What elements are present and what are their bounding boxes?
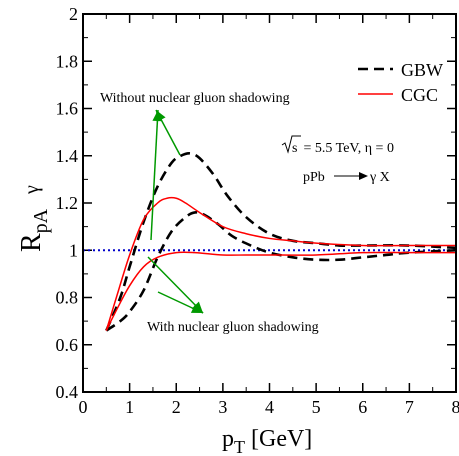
series-gbw-without-shadowing <box>105 152 457 332</box>
x-tick-label: 2 <box>172 397 181 417</box>
x-tick-label: 6 <box>358 397 367 417</box>
y-axis-label-main: R <box>16 233 47 252</box>
plot-frame <box>82 13 457 393</box>
y-tick-label: 0.6 <box>56 335 79 355</box>
arrow-without-to-gbw-head <box>156 110 166 123</box>
y-axis-label-sup: γ <box>21 185 43 195</box>
y-tick-label: 1.6 <box>56 99 79 119</box>
x-tick-label: 7 <box>405 397 414 417</box>
sqrt-s-label: s <box>292 141 297 156</box>
series-cgc-without-shadowing <box>105 196 456 331</box>
y-tick-label: 0.4 <box>56 382 79 402</box>
x-axis-label: pT [GeV] <box>222 426 312 456</box>
legend-label-cgc: CGC <box>401 85 438 105</box>
x-tick-label: 1 <box>125 397 134 417</box>
axis-ticks: 0 1 2 3 4 5 6 7 8 0.4 0.6 0.8 1 1.2 1.4 1.6 1.8 2 <box>56 4 459 417</box>
energy-annotation: s = 5.5 TeV, η = 0 <box>281 135 394 156</box>
x-tick-label: 5 <box>312 397 321 417</box>
series-cgc-with-shadowing <box>105 251 456 331</box>
sqrt-symbol <box>281 135 301 154</box>
arrow-without-to-cgc-shaft <box>150 109 159 241</box>
y-axis-label-sub: pA <box>30 208 52 233</box>
arrow-with-to-cgc-shaft <box>147 256 204 314</box>
series-gbw-with-shadowing <box>105 211 457 332</box>
annotation-with-shadowing: With nuclear gluon shadowing <box>147 320 319 335</box>
y-tick-label: 1.4 <box>56 146 79 166</box>
x-tick-label: 4 <box>265 397 274 417</box>
x-tick-label: 8 <box>452 397 459 417</box>
x-axis-label-sub: T <box>234 437 245 456</box>
y-tick-label: 1.2 <box>56 193 79 213</box>
process-label-right: γ X <box>369 170 390 185</box>
x-axis-label-unit: [GeV] <box>251 426 312 452</box>
energy-label: = 5.5 TeV, η = 0 <box>300 141 394 156</box>
process-arrow-head <box>359 172 368 180</box>
y-tick-label: 0.8 <box>56 288 79 308</box>
process-label-left: pPb <box>303 170 325 185</box>
annotation-without-shadowing: Without nuclear gluon shadowing <box>100 91 290 106</box>
legend-label-gbw: GBW <box>401 60 443 80</box>
annotation-arrows <box>147 109 204 314</box>
process-annotation: pPb γ X <box>303 170 390 185</box>
x-tick-label: 0 <box>79 397 88 417</box>
y-tick-label: 2 <box>69 4 78 24</box>
x-tick-label: 3 <box>218 397 227 417</box>
y-tick-label: 1 <box>69 240 78 260</box>
y-axis-label: RpA <box>16 208 52 252</box>
legend: GBW CGC <box>358 60 443 105</box>
y-tick-label: 1.8 <box>56 51 79 71</box>
arrow-with-to-gbw-head <box>190 303 203 313</box>
series-layer <box>105 152 457 332</box>
x-axis-label-main: p <box>222 426 234 452</box>
